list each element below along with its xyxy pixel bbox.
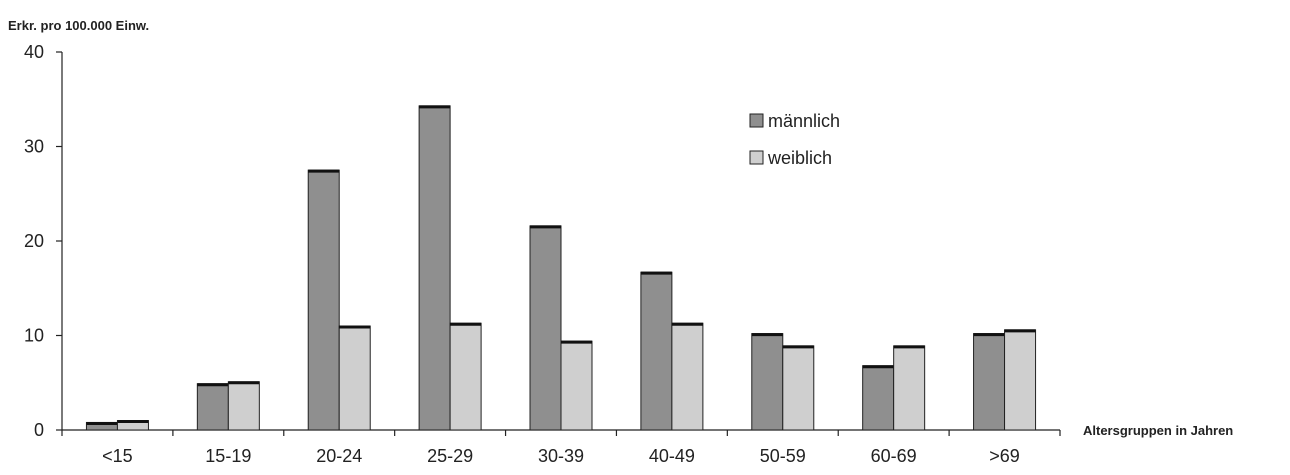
bar-fill [1004,329,1037,431]
bar-fill [893,345,926,431]
legend-swatch [749,113,764,128]
y-tick-label: 40 [24,42,44,62]
bar [862,365,895,431]
bar-fill [307,169,340,431]
x-tick-label: 20-24 [316,446,362,466]
x-tick-label: 25-29 [427,446,473,466]
bar [418,105,451,431]
y-tick-label: 20 [24,231,44,251]
bar [1004,329,1037,431]
bar [449,322,482,431]
bar-fill [560,340,593,431]
bar [671,322,704,431]
legend-item: männlich [749,111,840,131]
bar-fill [862,365,895,431]
bar-fill [782,345,815,431]
bar [116,420,149,431]
y-tick-label: 0 [34,420,44,440]
x-tick-label: >69 [989,446,1020,466]
bar [338,325,371,431]
bar-fill [671,322,704,431]
legend: männlich weiblich [749,111,840,168]
bar [751,333,784,431]
bar [307,169,340,431]
y-tick-label: 30 [24,137,44,157]
x-tick-label: 40-49 [649,446,695,466]
x-tick-label: 30-39 [538,446,584,466]
x-tick-label: 50-59 [760,446,806,466]
legend-item: weiblich [749,148,832,168]
y-tick-label: 10 [24,326,44,346]
bar [893,345,926,431]
bar [640,271,673,431]
bar-fill [529,225,562,431]
x-tick-label: <15 [102,446,133,466]
bar-fill [973,333,1006,431]
bar-fill [418,105,451,431]
legend-label: männlich [768,111,840,131]
bar-fill [751,333,784,431]
bar [196,383,229,431]
bar [560,340,593,431]
y-axis-label: Erkr. pro 100.000 Einw. [8,18,149,33]
legend-swatch [749,150,764,165]
bar [227,381,260,431]
bar [782,345,815,431]
bar-fill [338,325,371,431]
bar-fill [640,271,673,431]
bars [85,105,1037,431]
bar [85,421,118,431]
bar-fill [196,383,229,431]
bar-fill [449,322,482,431]
legend-label: weiblich [767,148,832,168]
x-tick-label: 60-69 [871,446,917,466]
x-axis-label: Altersgruppen in Jahren [1083,423,1233,438]
bar [973,333,1006,431]
bar [529,225,562,431]
x-tick-label: 15-19 [205,446,251,466]
bar-fill [227,381,260,431]
tick-labels: 0 10 20 30 40 <15 15-19 20-24 25-29 30-39 40-49 50-… [24,42,1020,466]
